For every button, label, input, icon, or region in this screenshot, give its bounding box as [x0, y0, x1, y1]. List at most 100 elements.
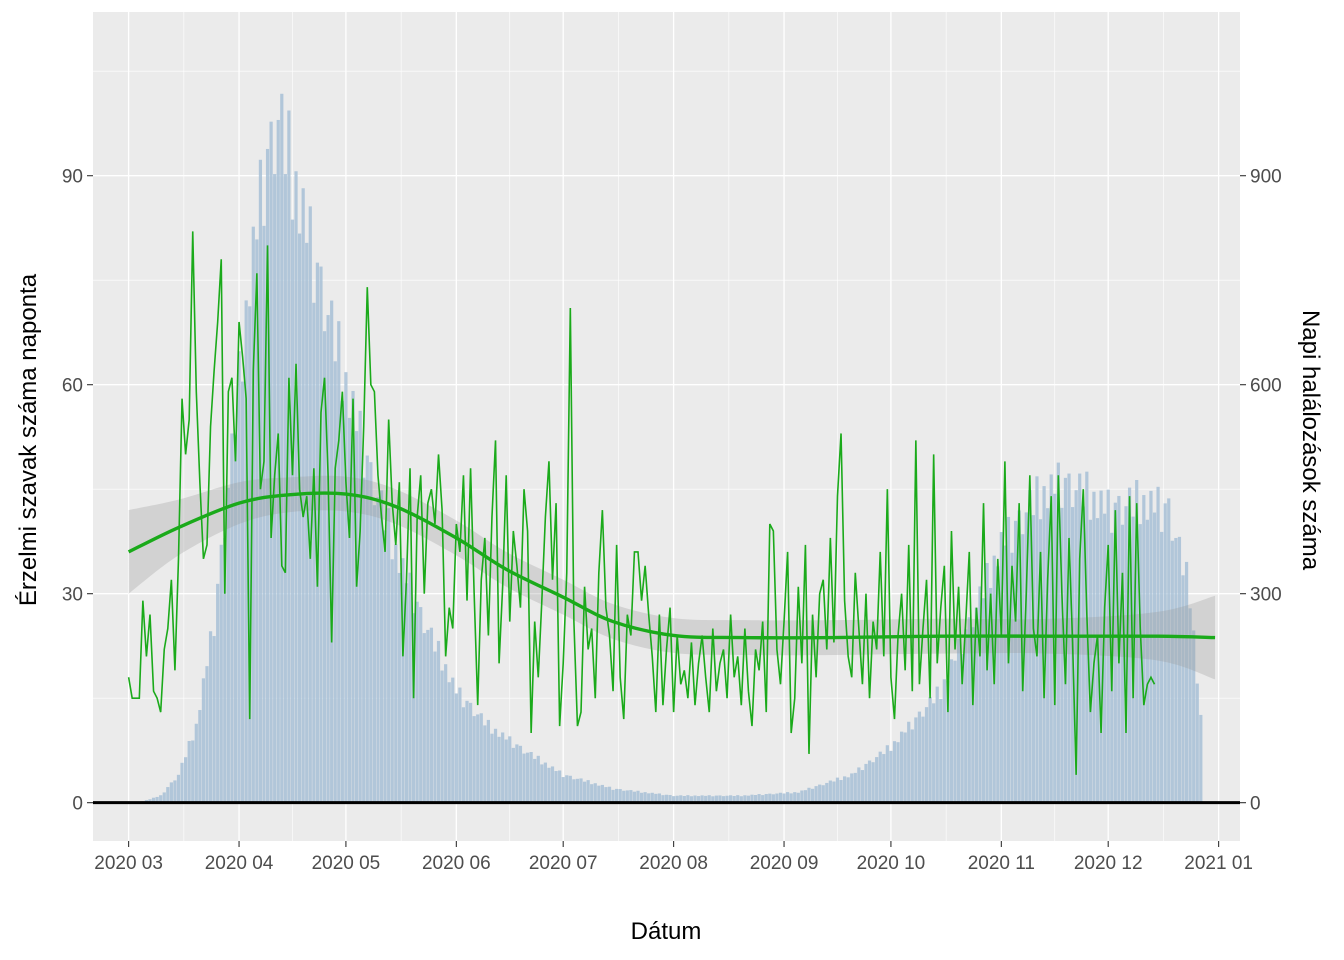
- death-bar: [718, 795, 722, 803]
- death-bar: [173, 780, 177, 803]
- death-bar: [632, 791, 637, 803]
- x-tick-label: 2020 05: [312, 853, 381, 874]
- death-bar: [176, 774, 181, 803]
- death-bar: [853, 772, 857, 803]
- death-bar: [572, 779, 576, 803]
- death-bar: [736, 795, 740, 803]
- death-bar: [625, 790, 629, 803]
- death-bar: [543, 762, 547, 803]
- death-bar: [999, 532, 1003, 803]
- death-bar: [1028, 490, 1032, 803]
- death-bar: [810, 788, 815, 803]
- death-bar: [159, 795, 163, 803]
- death-bar: [892, 741, 897, 803]
- death-bar: [440, 670, 444, 803]
- death-bar: [280, 93, 284, 803]
- death-bar: [789, 793, 793, 803]
- death-bar: [586, 780, 590, 803]
- death-bar: [814, 786, 818, 803]
- x-tick-label: 2021 01: [1184, 853, 1253, 874]
- y-right-tick-label: 300: [1250, 585, 1282, 606]
- death-bar: [1031, 515, 1036, 803]
- death-bar: [1163, 503, 1167, 803]
- death-bar: [408, 572, 412, 803]
- death-bar: [664, 794, 669, 803]
- death-bar: [1003, 545, 1007, 803]
- death-bar: [536, 755, 540, 803]
- death-bar: [903, 732, 907, 803]
- death-bar: [974, 607, 979, 803]
- death-bar: [889, 750, 893, 803]
- smooth-trend-line: [127, 491, 1216, 640]
- x-tick-label: 2020 07: [529, 853, 598, 874]
- death-bar: [354, 431, 359, 803]
- death-bar: [415, 601, 419, 803]
- death-bar: [230, 433, 234, 803]
- death-bar: [187, 740, 191, 803]
- death-bar: [825, 782, 829, 803]
- death-bar: [433, 651, 437, 803]
- y-left-tick-label: 0: [72, 794, 83, 815]
- death-bar: [1038, 519, 1043, 803]
- death-bar: [622, 790, 626, 803]
- death-bar: [340, 401, 344, 803]
- death-bar: [917, 711, 922, 803]
- death-bar: [1081, 506, 1085, 803]
- death-bar: [511, 747, 515, 803]
- x-tick-label: 2020 08: [639, 853, 708, 874]
- death-bar: [486, 719, 490, 803]
- death-bar: [444, 664, 448, 803]
- death-bar: [607, 786, 612, 803]
- axes: 2020 03 2020 04 2020 05 2020 06 2020 07 2020 …: [62, 167, 1282, 874]
- death-bar: [985, 563, 989, 803]
- death-bar: [372, 505, 377, 803]
- death-bar: [1042, 486, 1046, 803]
- death-bar: [1142, 495, 1146, 803]
- death-bar: [294, 171, 298, 803]
- death-bar: [743, 795, 747, 803]
- death-bar: [212, 636, 216, 803]
- y-axis-title-right: Napi halálozások száma: [1297, 310, 1324, 571]
- death-bar: [778, 792, 783, 803]
- death-bar: [561, 777, 565, 803]
- death-bar: [639, 792, 644, 803]
- death-bar: [419, 607, 423, 803]
- death-bar: [981, 598, 986, 803]
- death-bar: [290, 219, 295, 803]
- death-bar: [1135, 480, 1139, 803]
- death-bar: [194, 723, 198, 803]
- death-bar: [661, 795, 665, 803]
- death-bar: [1184, 561, 1189, 803]
- death-bar: [928, 697, 932, 803]
- death-bar: [248, 306, 252, 803]
- death-bar: [451, 677, 455, 803]
- smooth-confidence-band: [128, 475, 1216, 680]
- death-bar: [326, 315, 330, 803]
- death-bar: [761, 795, 765, 803]
- death-bar: [696, 796, 701, 803]
- death-bar: [1013, 520, 1018, 803]
- death-bar: [885, 745, 889, 803]
- x-axis-title: Dátum: [631, 918, 702, 945]
- death-bar: [793, 792, 797, 803]
- death-bar: [394, 544, 398, 803]
- death-bar: [657, 793, 661, 803]
- death-bar: [501, 732, 505, 803]
- death-bar: [233, 434, 238, 803]
- death-bar: [654, 793, 658, 803]
- y-right-tick-label: 900: [1250, 167, 1282, 188]
- death-bar: [1010, 552, 1014, 803]
- death-bar: [867, 760, 872, 803]
- death-bar: [447, 682, 451, 803]
- death-bar: [208, 631, 213, 803]
- death-bar: [939, 699, 943, 803]
- death-bar: [468, 702, 473, 803]
- death-bar: [1170, 540, 1174, 803]
- death-bar: [387, 508, 391, 803]
- death-bar: [771, 794, 775, 803]
- death-bar: [1053, 493, 1057, 803]
- y-right-tick-label: 600: [1250, 376, 1282, 397]
- death-bar: [429, 627, 434, 803]
- death-bar: [155, 796, 159, 803]
- death-bar: [643, 792, 647, 803]
